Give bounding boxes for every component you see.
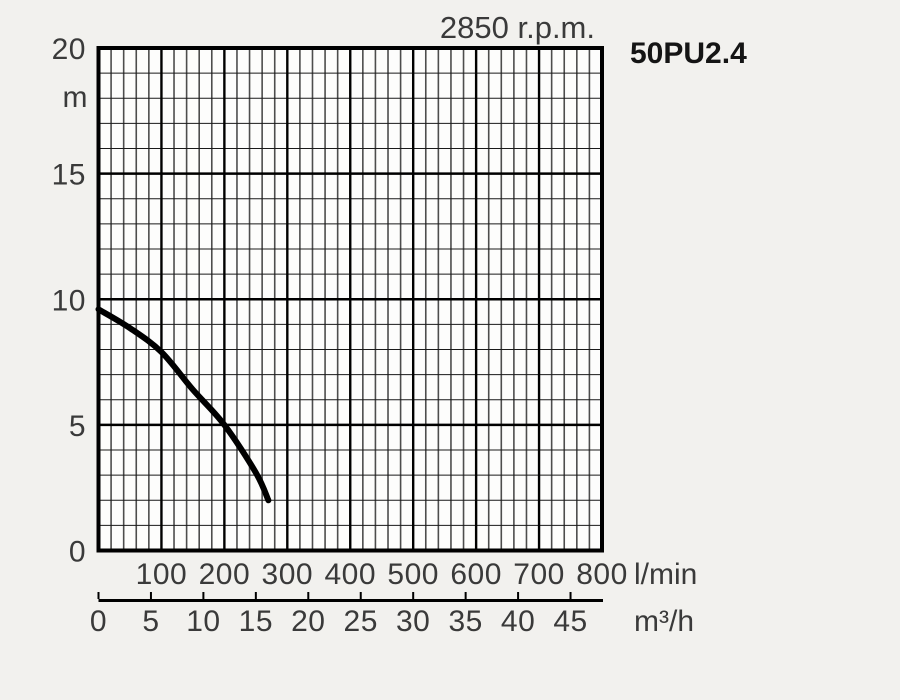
x-lmin-unit: l/min [634,558,697,591]
model-number: 50PU2.4 [630,37,747,70]
major-grid [98,48,602,551]
x-lmin-tick-label: 700 [513,558,565,591]
x-m3h-tick-label: 10 [186,605,220,638]
pump-curve [95,306,272,504]
x-lmin-tick-label: 100 [136,558,188,591]
x-m3h-tick-label: 35 [448,605,482,638]
x-lmin-tick-label: 600 [450,558,502,591]
x-axis-lmin-labels: 100 200 300 400 500 600 700 800 l/min [136,558,698,591]
chart-titles: 2850 r.p.m. 50PU2.4 [440,10,747,70]
rpm-title: 2850 r.p.m. [440,10,595,45]
y-tick-label: 15 [52,159,86,192]
head-flow-curve [95,306,272,504]
x-lmin-tick-label: 300 [262,558,314,591]
x-m3h-tick-label: 40 [501,605,535,638]
x-m3h-tick-label: 25 [344,605,378,638]
x-m3h-tick-label: 45 [553,605,587,638]
plot-border [96,46,604,553]
x-m3h-tick-label: 30 [396,605,430,638]
x-m3h-tick-label: 20 [291,605,325,638]
y-axis-labels: 0 5 10 15 20 m [52,33,88,569]
y-tick-label: 10 [52,284,86,317]
x-m3h-tick-label: 15 [239,605,273,638]
x-lmin-tick-label: 800 [576,558,628,591]
y-axis-unit: m [63,81,88,114]
x-axis-m3h: 0 5 10 15 20 25 30 35 40 45 m³/h [90,592,694,638]
x-m3h-unit: m³/h [634,605,694,638]
x-lmin-tick-label: 500 [387,558,439,591]
x-m3h-tick-label: 0 [90,605,107,638]
x-lmin-tick-label: 200 [199,558,251,591]
x-lmin-tick-label: 400 [324,558,376,591]
y-tick-label: 0 [69,536,86,569]
y-tick-label: 20 [52,33,86,66]
x-m3h-tick-label: 5 [142,605,159,638]
y-tick-label: 5 [69,410,86,443]
plot-border-rect [96,46,604,553]
